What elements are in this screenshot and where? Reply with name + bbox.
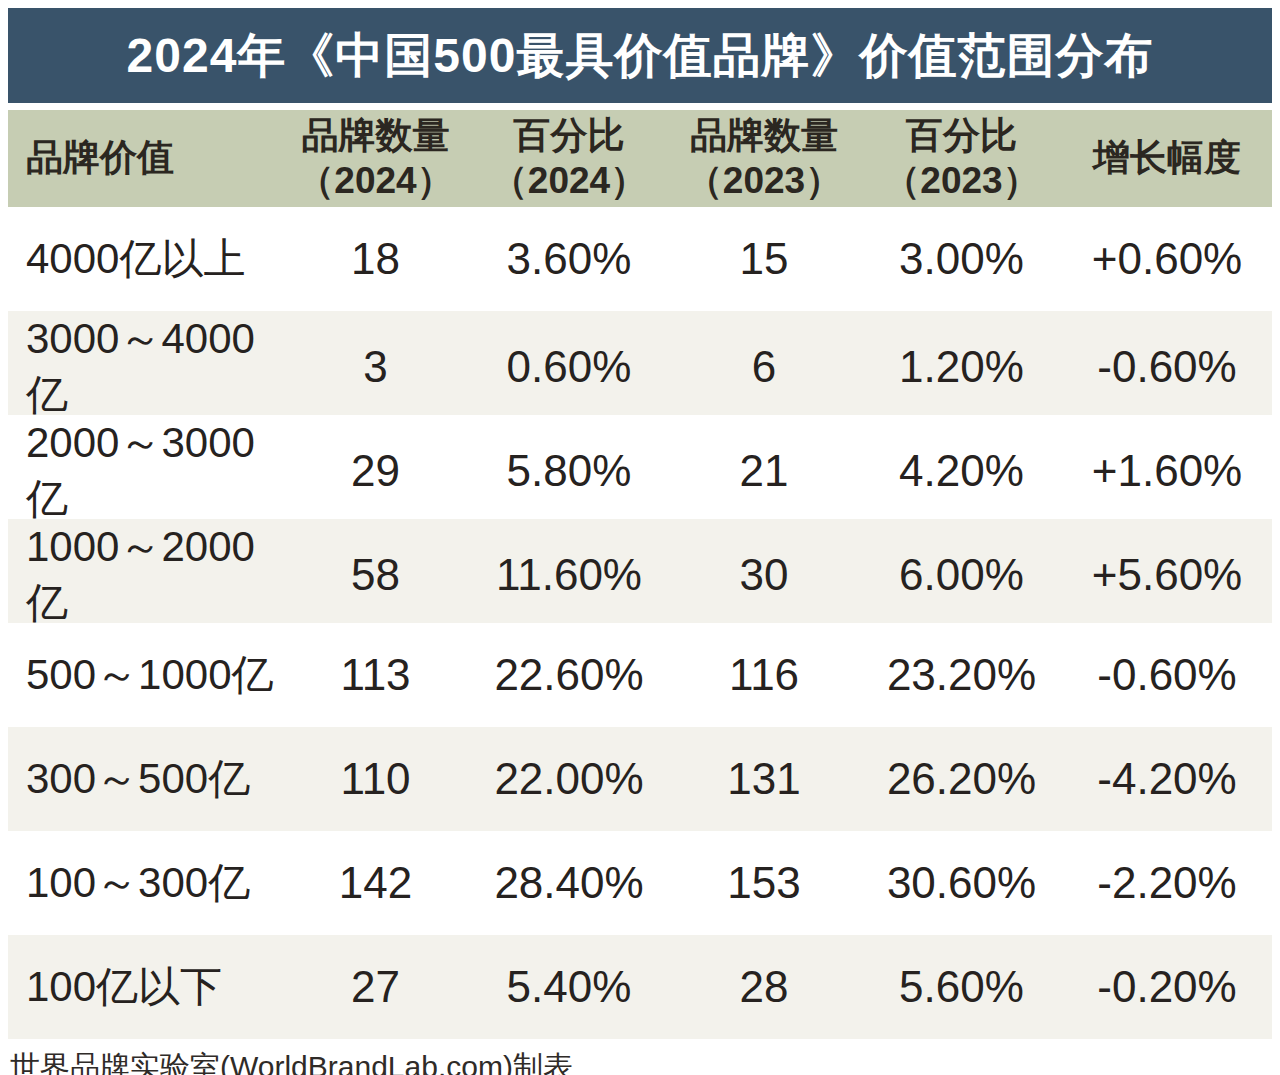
- cell-range: 300～500亿: [8, 751, 280, 807]
- cell-pct-2023: 30.60%: [861, 858, 1062, 908]
- header-pct-2024: 百分比 （2024）: [471, 114, 667, 203]
- table-header-row: 品牌价值 品牌数量 （2024） 百分比 （2024） 品牌数量 （2023） …: [8, 110, 1272, 207]
- cell-pct-2023: 1.20%: [861, 342, 1062, 392]
- table-row: 2000～3000亿 29 5.80% 21 4.20% +1.60%: [8, 415, 1272, 519]
- source-attribution: 世界品牌实验室(WorldBrandLab.com)制表: [8, 1039, 1272, 1075]
- cell-pct-2024: 22.00%: [471, 754, 667, 804]
- table-row: 1000～2000亿 58 11.60% 30 6.00% +5.60%: [8, 519, 1272, 623]
- cell-growth: +5.60%: [1062, 550, 1272, 600]
- header-count-2024: 品牌数量 （2024）: [280, 114, 471, 203]
- cell-count-2023: 28: [667, 962, 861, 1012]
- cell-count-2024: 58: [280, 550, 471, 600]
- table-row: 500～1000亿 113 22.60% 116 23.20% -0.60%: [8, 623, 1272, 727]
- cell-range: 2000～3000亿: [8, 415, 280, 527]
- cell-count-2024: 3: [280, 342, 471, 392]
- cell-count-2023: 153: [667, 858, 861, 908]
- cell-pct-2024: 3.60%: [471, 234, 667, 284]
- cell-range: 4000亿以上: [8, 231, 280, 287]
- cell-growth: -0.60%: [1062, 650, 1272, 700]
- cell-range: 100～300亿: [8, 855, 280, 911]
- table-row: 4000亿以上 18 3.60% 15 3.00% +0.60%: [8, 207, 1272, 311]
- cell-count-2024: 113: [280, 650, 471, 700]
- cell-count-2023: 21: [667, 446, 861, 496]
- cell-pct-2024: 5.40%: [471, 962, 667, 1012]
- cell-count-2024: 110: [280, 754, 471, 804]
- cell-pct-2024: 0.60%: [471, 342, 667, 392]
- cell-pct-2023: 26.20%: [861, 754, 1062, 804]
- header-count-2023: 品牌数量 （2023）: [667, 114, 861, 203]
- cell-count-2023: 116: [667, 650, 861, 700]
- cell-pct-2024: 22.60%: [471, 650, 667, 700]
- title-bar: 2024年《中国500最具价值品牌》价值范围分布: [8, 8, 1272, 103]
- cell-growth: -0.20%: [1062, 962, 1272, 1012]
- cell-growth: -2.20%: [1062, 858, 1272, 908]
- cell-pct-2023: 6.00%: [861, 550, 1062, 600]
- cell-count-2024: 18: [280, 234, 471, 284]
- cell-count-2023: 6: [667, 342, 861, 392]
- cell-pct-2024: 28.40%: [471, 858, 667, 908]
- header-brand-value: 品牌价值: [8, 136, 280, 180]
- cell-count-2024: 29: [280, 446, 471, 496]
- infographic-table: 2024年《中国500最具价值品牌》价值范围分布 品牌价值 品牌数量 （2024…: [0, 0, 1280, 1075]
- cell-pct-2023: 4.20%: [861, 446, 1062, 496]
- cell-range: 100亿以下: [8, 959, 280, 1015]
- cell-count-2024: 27: [280, 962, 471, 1012]
- cell-growth: +0.60%: [1062, 234, 1272, 284]
- cell-growth: +1.60%: [1062, 446, 1272, 496]
- table-row: 3000～4000亿 3 0.60% 6 1.20% -0.60%: [8, 311, 1272, 415]
- table-row: 300～500亿 110 22.00% 131 26.20% -4.20%: [8, 727, 1272, 831]
- cell-growth: -0.60%: [1062, 342, 1272, 392]
- table-row: 100亿以下 27 5.40% 28 5.60% -0.20%: [8, 935, 1272, 1039]
- cell-pct-2023: 3.00%: [861, 234, 1062, 284]
- cell-pct-2024: 5.80%: [471, 446, 667, 496]
- header-pct-2023: 百分比 （2023）: [861, 114, 1062, 203]
- cell-count-2023: 131: [667, 754, 861, 804]
- cell-range: 3000～4000亿: [8, 311, 280, 423]
- cell-count-2024: 142: [280, 858, 471, 908]
- header-growth: 增长幅度: [1062, 136, 1272, 180]
- cell-range: 500～1000亿: [8, 647, 280, 703]
- cell-count-2023: 30: [667, 550, 861, 600]
- cell-pct-2024: 11.60%: [471, 550, 667, 600]
- cell-range: 1000～2000亿: [8, 519, 280, 631]
- table-row: 100～300亿 142 28.40% 153 30.60% -2.20%: [8, 831, 1272, 935]
- cell-growth: -4.20%: [1062, 754, 1272, 804]
- cell-pct-2023: 5.60%: [861, 962, 1062, 1012]
- cell-count-2023: 15: [667, 234, 861, 284]
- page-title: 2024年《中国500最具价值品牌》价值范围分布: [127, 24, 1154, 88]
- cell-pct-2023: 23.20%: [861, 650, 1062, 700]
